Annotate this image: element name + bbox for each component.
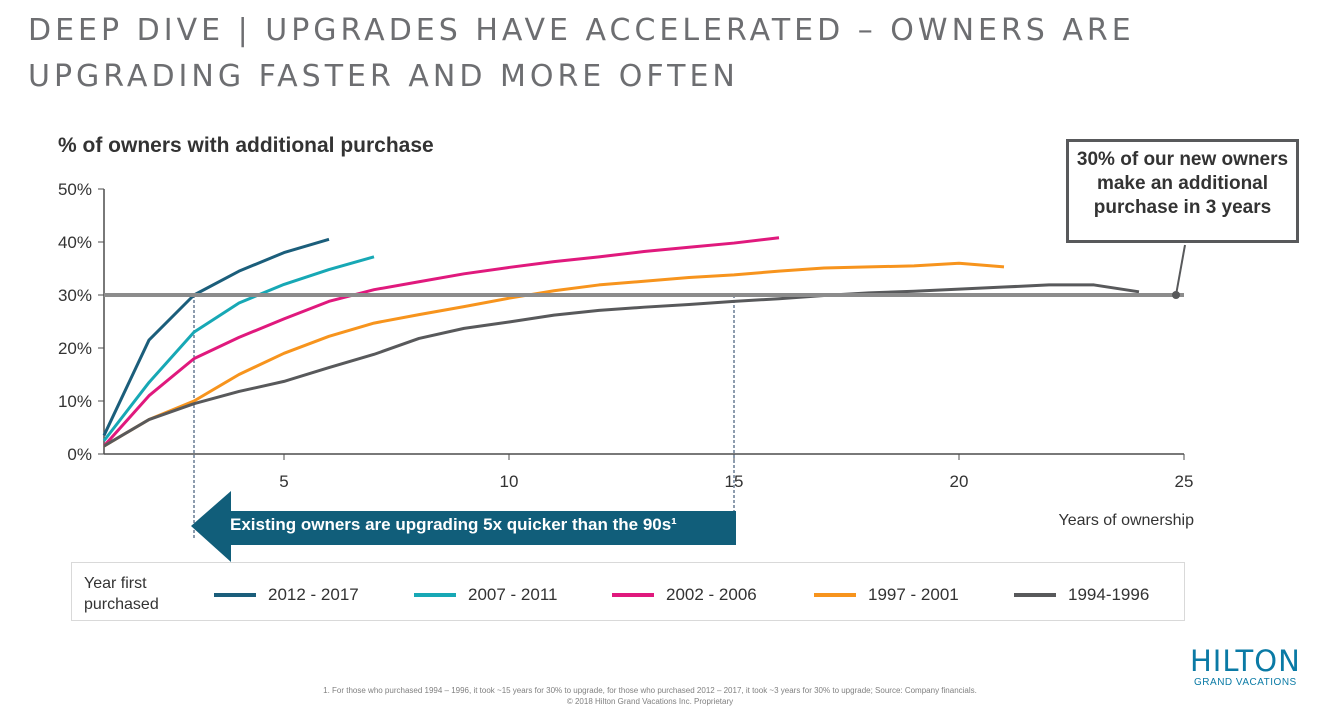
series-line-2007-2011 <box>102 255 375 442</box>
page-title: DEEP DIVE | UPGRADES HAVE ACCELERATED – … <box>28 13 1135 94</box>
x-axis-label: Years of ownership <box>1059 512 1195 529</box>
legend-swatch <box>1014 593 1056 597</box>
arrow-label: Existing owners are upgrading 5x quicker… <box>230 515 677 534</box>
legend-swatch <box>814 593 856 597</box>
legend-label: 2007 - 2011 <box>468 585 558 604</box>
legend-item: 2007 - 2011 <box>414 585 557 605</box>
logo-main-text: HILTON <box>1190 644 1301 678</box>
legend-label: 2002 - 2006 <box>666 585 757 604</box>
legend-label: 1997 - 2001 <box>868 585 959 604</box>
legend-title: Year first purchased <box>84 575 159 613</box>
callout-leader-line <box>1175 244 1186 296</box>
legend-swatch <box>214 593 256 597</box>
y-tick-label: 30% <box>58 286 92 305</box>
y-tick-label: 50% <box>58 180 92 199</box>
copyright-text: © 2018 Hilton Grand Vacations Inc. Propr… <box>566 697 734 706</box>
x-tick-label: 10 <box>500 472 519 491</box>
series-line-1994-1996 <box>103 283 1140 448</box>
series-line-2012-2017 <box>102 237 330 437</box>
hilton-grand-vacations-logo: HILTON GRAND VACATIONS <box>1190 645 1301 689</box>
callout-box: 30% of our new owners make an additional… <box>1066 139 1299 243</box>
x-tick-label: 20 <box>950 472 969 491</box>
x-tick-label: 25 <box>1175 472 1194 491</box>
y-tick-label: 10% <box>58 392 92 411</box>
legend-item: 2002 - 2006 <box>612 585 757 605</box>
footnote: 1. For those who purchased 1994 – 1996, … <box>200 685 1100 707</box>
series-line-1997-2001 <box>103 261 1005 448</box>
footnote-text: 1. For those who purchased 1994 – 1996, … <box>323 686 977 695</box>
legend-swatch <box>414 593 456 597</box>
left-arrow-banner <box>191 491 736 562</box>
legend: Year first purchased 2012 - 2017 2007 - 2… <box>71 562 1185 621</box>
legend-item: 2012 - 2017 <box>214 585 359 605</box>
y-tick-label: 20% <box>58 339 92 358</box>
logo-sub-text: GRAND VACATIONS <box>1194 677 1297 688</box>
legend-label: 2012 - 2017 <box>268 585 359 604</box>
x-tick-label: 5 <box>279 472 288 491</box>
legend-item: 1994-1996 <box>1014 585 1149 605</box>
y-axis-label: % of owners with additional purchase <box>58 134 434 157</box>
y-tick-label: 40% <box>58 233 92 252</box>
series-line-2002-2006 <box>102 236 780 448</box>
legend-swatch <box>612 593 654 597</box>
legend-item: 1997 - 2001 <box>814 585 959 605</box>
legend-label: 1994-1996 <box>1068 585 1150 604</box>
y-tick-label: 0% <box>67 445 92 464</box>
